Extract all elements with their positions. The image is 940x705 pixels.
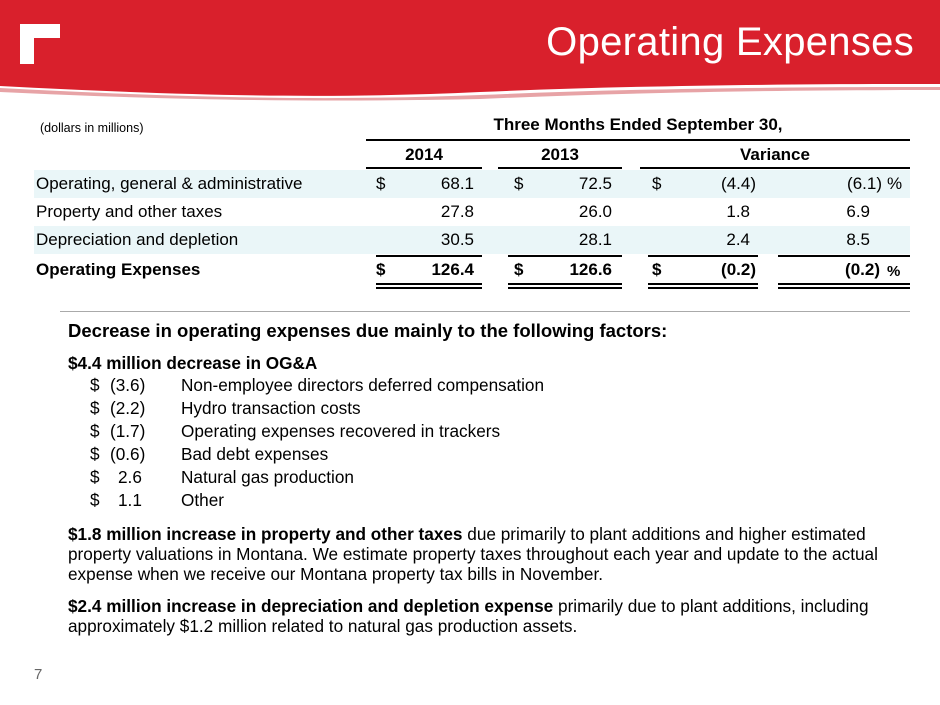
item-amount: 1.1 — [118, 490, 142, 510]
column-underline — [640, 167, 910, 169]
item-amount: (2.2) — [110, 398, 146, 418]
list-item: $ (1.7) Operating expenses recovered in … — [68, 420, 918, 443]
item-amount: (3.6) — [110, 375, 146, 395]
property-tax-lead: $1.8 million increase in property and ot… — [68, 524, 463, 544]
depreciation-text: primarily due to plant additions, includ… — [68, 596, 869, 636]
double-underline — [648, 283, 758, 285]
dollar-sign: $ — [376, 260, 386, 279]
double-underline — [778, 287, 910, 289]
dollar-sign: $ — [652, 174, 662, 193]
value-2014: 68.1 — [440, 174, 474, 193]
dollar-sign: $ — [90, 490, 100, 510]
value-2014: 126.4 — [431, 260, 474, 279]
list-item: $ 2.6 Natural gas production — [68, 466, 918, 489]
column-header-2013: 2013 — [541, 145, 579, 164]
dollar-sign: $ — [376, 174, 386, 193]
dollar-sign: $ — [652, 260, 662, 279]
value-2013: 126.6 — [569, 260, 612, 279]
header-bar — [0, 0, 940, 80]
list-item: $ (0.6) Bad debt expenses — [68, 443, 918, 466]
double-underline — [508, 287, 622, 289]
dollar-sign: $ — [90, 444, 100, 464]
percent-sign: % — [887, 174, 903, 193]
value-2013: 72.5 — [578, 174, 612, 193]
dollar-sign: $ — [514, 260, 524, 279]
double-underline — [376, 283, 482, 285]
variance-percent: (6.1) — [847, 174, 882, 193]
units-note: (dollars in millions) — [40, 121, 144, 135]
variance-amount: (4.4) — [721, 174, 756, 193]
double-underline — [648, 287, 758, 289]
percent-sign: % — [887, 263, 901, 280]
dollar-sign: $ — [90, 421, 100, 441]
list-item: $ (2.2) Hydro transaction costs — [68, 397, 918, 420]
dollar-sign: $ — [90, 375, 100, 395]
item-description: Other — [181, 490, 224, 510]
depreciation-paragraph: $2.4 million increase in depreciation an… — [68, 596, 918, 636]
row-label: Operating, general & administrative — [36, 174, 303, 193]
value-2014: 30.5 — [440, 230, 474, 249]
subtotal-line — [648, 255, 758, 257]
value-2013: 28.1 — [578, 230, 612, 249]
variance-amount: (0.2) — [721, 260, 756, 279]
section-divider — [60, 311, 910, 312]
company-logo-icon — [20, 24, 60, 64]
dollar-sign: $ — [90, 398, 100, 418]
row-label: Property and other taxes — [36, 202, 223, 221]
double-underline — [778, 283, 910, 285]
variance-amount: 2.4 — [726, 230, 750, 249]
dollar-sign: $ — [90, 467, 100, 487]
table-total-row: Operating Expenses $ 126.4 $ 126.6 $ (0.… — [34, 256, 910, 284]
item-description: Hydro transaction costs — [181, 398, 361, 418]
variance-amount: 1.8 — [726, 202, 750, 221]
dollar-sign: $ — [514, 174, 524, 193]
list-item: $ 1.1 Other — [68, 489, 918, 512]
item-amount: (1.7) — [110, 421, 146, 441]
value-2013: 26.0 — [578, 202, 612, 221]
item-description: Non-employee directors deferred compensa… — [181, 375, 545, 395]
subtotal-line — [778, 255, 910, 257]
double-underline — [376, 287, 482, 289]
property-tax-text: due primarily to plant additions and hig… — [68, 524, 878, 584]
item-amount: 2.6 — [118, 467, 142, 487]
item-amount: (0.6) — [110, 444, 146, 464]
double-underline — [508, 283, 622, 285]
period-header: Three Months Ended September 30, — [493, 115, 783, 134]
slide-title: Operating Expenses — [546, 20, 914, 64]
column-header-variance: Variance — [740, 145, 810, 164]
commentary: Decrease in operating expenses due mainl… — [68, 320, 918, 636]
item-description: Natural gas production — [181, 467, 354, 487]
list-item: $ (3.6) Non-employee directors deferred … — [68, 374, 918, 397]
page-number: 7 — [34, 666, 43, 683]
variance-percent: 8.5 — [846, 230, 870, 249]
table-row: Property and other taxes 27.8 26.0 1.8 6… — [34, 198, 910, 226]
period-underline — [366, 139, 910, 141]
depreciation-lead: $2.4 million increase in depreciation an… — [68, 596, 554, 616]
row-label: Depreciation and depletion — [36, 230, 239, 249]
oga-subheading: $4.4 million decrease in OG&A — [68, 353, 318, 373]
property-tax-paragraph: $1.8 million increase in property and ot… — [68, 524, 918, 584]
column-header-2014: 2014 — [405, 145, 443, 164]
value-2014: 27.8 — [440, 202, 474, 221]
subtotal-line — [376, 255, 482, 257]
variance-percent: (0.2) — [845, 260, 880, 279]
item-description: Bad debt expenses — [181, 444, 329, 464]
table-row: Operating, general & administrative $ 68… — [34, 170, 910, 198]
commentary-heading: Decrease in operating expenses due mainl… — [68, 320, 668, 341]
column-underline — [498, 167, 622, 169]
column-underline — [366, 167, 482, 169]
subtotal-line — [508, 255, 622, 257]
variance-percent: 6.9 — [846, 202, 870, 221]
table-row: Depreciation and depletion 30.5 28.1 2.4… — [34, 226, 910, 254]
header-wave-stripe — [0, 80, 940, 101]
row-label: Operating Expenses — [36, 260, 201, 279]
item-description: Operating expenses recovered in trackers — [181, 421, 501, 441]
